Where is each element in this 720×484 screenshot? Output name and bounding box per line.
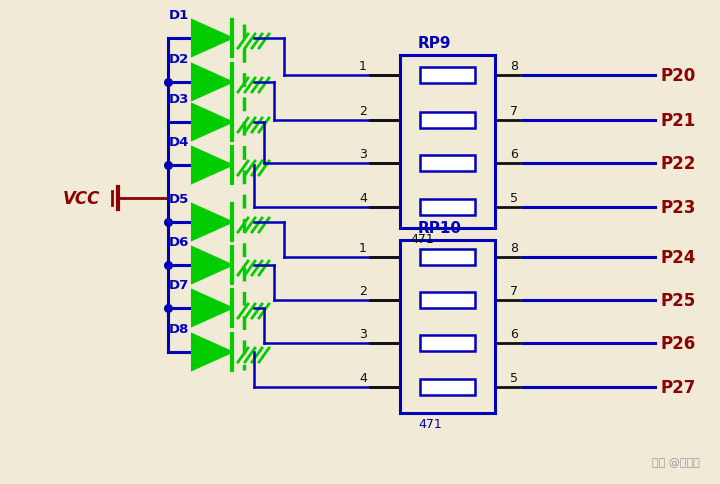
- Text: 6: 6: [510, 328, 518, 341]
- Text: 3: 3: [359, 148, 367, 161]
- Bar: [400, 240, 495, 413]
- Text: 471: 471: [418, 418, 442, 431]
- Polygon shape: [192, 147, 232, 183]
- Text: 8: 8: [510, 242, 518, 255]
- Text: 4: 4: [359, 372, 367, 385]
- Text: 7: 7: [510, 285, 518, 298]
- Bar: [420, 335, 475, 351]
- Text: 3: 3: [359, 328, 367, 341]
- Bar: [420, 112, 475, 128]
- Text: 7: 7: [510, 105, 518, 118]
- Text: P20: P20: [660, 67, 696, 85]
- Text: P26: P26: [660, 335, 696, 353]
- Polygon shape: [192, 20, 232, 56]
- Text: 4: 4: [359, 192, 367, 205]
- Text: 5: 5: [510, 192, 518, 205]
- Text: RP9: RP9: [418, 36, 451, 51]
- Text: RP10: RP10: [418, 221, 462, 236]
- Text: 2: 2: [359, 285, 367, 298]
- Text: D3: D3: [168, 93, 189, 106]
- Bar: [420, 155, 475, 171]
- Polygon shape: [192, 104, 232, 140]
- Text: 2: 2: [359, 105, 367, 118]
- Polygon shape: [192, 204, 232, 240]
- Text: D4: D4: [168, 136, 189, 149]
- Bar: [420, 67, 475, 83]
- Text: 5: 5: [510, 372, 518, 385]
- Text: 知乎 @背包客: 知乎 @背包客: [652, 458, 700, 468]
- Text: VCC: VCC: [63, 190, 100, 208]
- Polygon shape: [192, 64, 232, 100]
- Text: P21: P21: [660, 112, 696, 130]
- Text: 6: 6: [510, 148, 518, 161]
- Text: P24: P24: [660, 249, 696, 267]
- Text: D7: D7: [168, 279, 189, 292]
- Bar: [420, 292, 475, 308]
- Bar: [400, 55, 495, 228]
- Bar: [420, 199, 475, 215]
- Text: 8: 8: [510, 60, 518, 73]
- Text: P23: P23: [660, 199, 696, 217]
- Text: 1: 1: [359, 242, 367, 255]
- Text: P25: P25: [660, 292, 696, 310]
- Text: D8: D8: [168, 323, 189, 336]
- Text: D6: D6: [168, 236, 189, 249]
- Bar: [420, 379, 475, 395]
- Text: D2: D2: [168, 53, 189, 66]
- Text: D5: D5: [168, 193, 189, 206]
- Text: 471: 471: [410, 233, 433, 246]
- Polygon shape: [192, 247, 232, 283]
- Polygon shape: [192, 290, 232, 326]
- Polygon shape: [192, 334, 232, 370]
- Text: D1: D1: [168, 9, 189, 22]
- Text: P22: P22: [660, 155, 696, 173]
- Text: 1: 1: [359, 60, 367, 73]
- Bar: [420, 249, 475, 265]
- Text: P27: P27: [660, 379, 696, 397]
